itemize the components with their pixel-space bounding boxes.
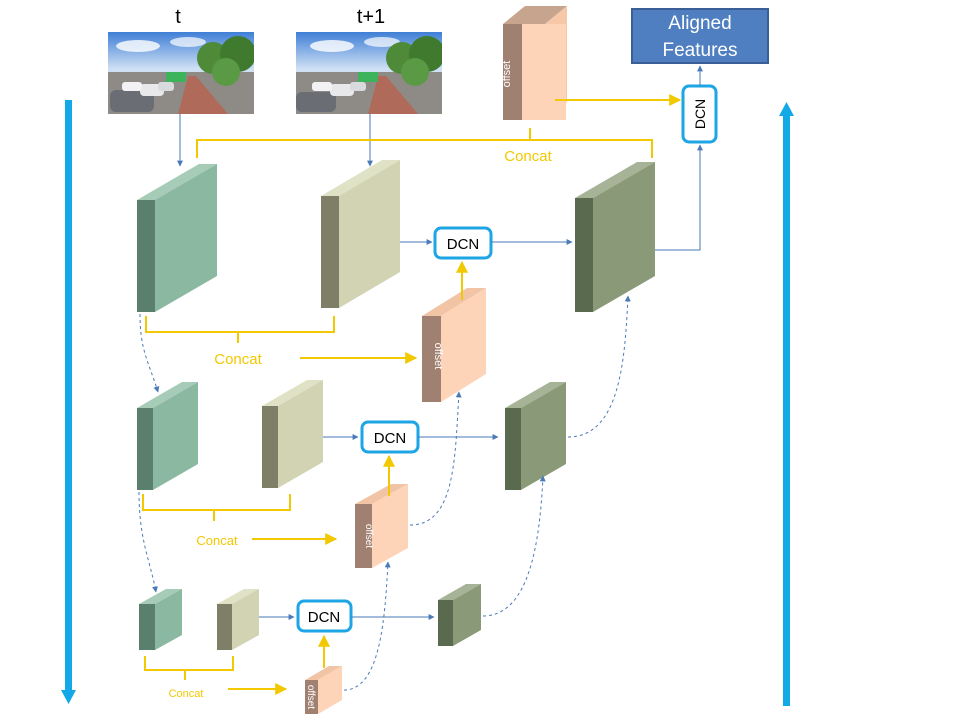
- dcn-level3-label: DCN: [308, 609, 341, 626]
- aligned-feature-level1: [575, 162, 655, 312]
- feature-t1-level3: [217, 589, 259, 650]
- offset-block-level2: offset: [355, 484, 408, 568]
- concat-label-level1: Concat: [214, 351, 262, 368]
- upsample-arrow: [779, 102, 794, 706]
- downsample-l2-to-l3: [138, 491, 158, 593]
- aligned-l2-to-l1: [567, 295, 631, 438]
- concat-label-level2: Concat: [196, 533, 238, 548]
- concat-brace-level2: [142, 494, 291, 521]
- offset-block-top: [503, 6, 567, 120]
- frame-t-image: [108, 32, 254, 114]
- frame-t-label: t: [175, 6, 181, 28]
- arrow-aligned-l1-to-dcn: [655, 144, 703, 251]
- aligned-features-line1: Aligned: [668, 13, 731, 34]
- aligned-feature-level2: [505, 382, 566, 490]
- aligned-l3-to-l2: [482, 475, 546, 617]
- feature-t-level2: [137, 382, 198, 490]
- offset-top-label: offset: [501, 61, 513, 88]
- offset-level1-label: offset: [432, 343, 444, 370]
- offset-l2-to-l1: [409, 391, 462, 526]
- offset-level2-label: offset: [363, 524, 374, 548]
- offset-block-level1: offset: [422, 288, 486, 402]
- final-dcn-label: DCN: [692, 99, 708, 129]
- feature-t-level3: [139, 589, 182, 650]
- dashed-connections: [138, 295, 631, 691]
- feature-t-level1: [137, 164, 217, 312]
- downsample-arrow: [61, 100, 76, 704]
- frame-t1-label: t+1: [357, 6, 385, 28]
- concat-brace-level3: [144, 656, 234, 680]
- aligned-feature-level3: [438, 584, 481, 646]
- dcn-level3: DCN: [296, 599, 353, 633]
- downsample-l1-to-l2: [139, 313, 160, 393]
- feature-t1-level1: [321, 160, 400, 308]
- dcn-level2-label: DCN: [374, 430, 407, 447]
- dcn-level1-label: DCN: [447, 236, 480, 253]
- frame-t1-image: [296, 32, 442, 114]
- dcn-level2: DCN: [360, 420, 420, 454]
- aligned-features-line2: Features: [663, 40, 738, 61]
- final-dcn: DCN: [681, 84, 718, 144]
- concat-brace-top: [196, 128, 653, 158]
- concat-label-level3: Concat: [169, 688, 204, 700]
- feature-t1-level2: [262, 380, 323, 488]
- dcn-level1: DCN: [433, 226, 493, 260]
- offset-level3-label: offset: [305, 685, 316, 709]
- offset-block-level3: offset: [305, 666, 342, 714]
- concat-brace-level1: [145, 316, 335, 343]
- concat-label-top: Concat: [504, 148, 552, 165]
- aligned-features-box: Aligned Features: [631, 8, 769, 64]
